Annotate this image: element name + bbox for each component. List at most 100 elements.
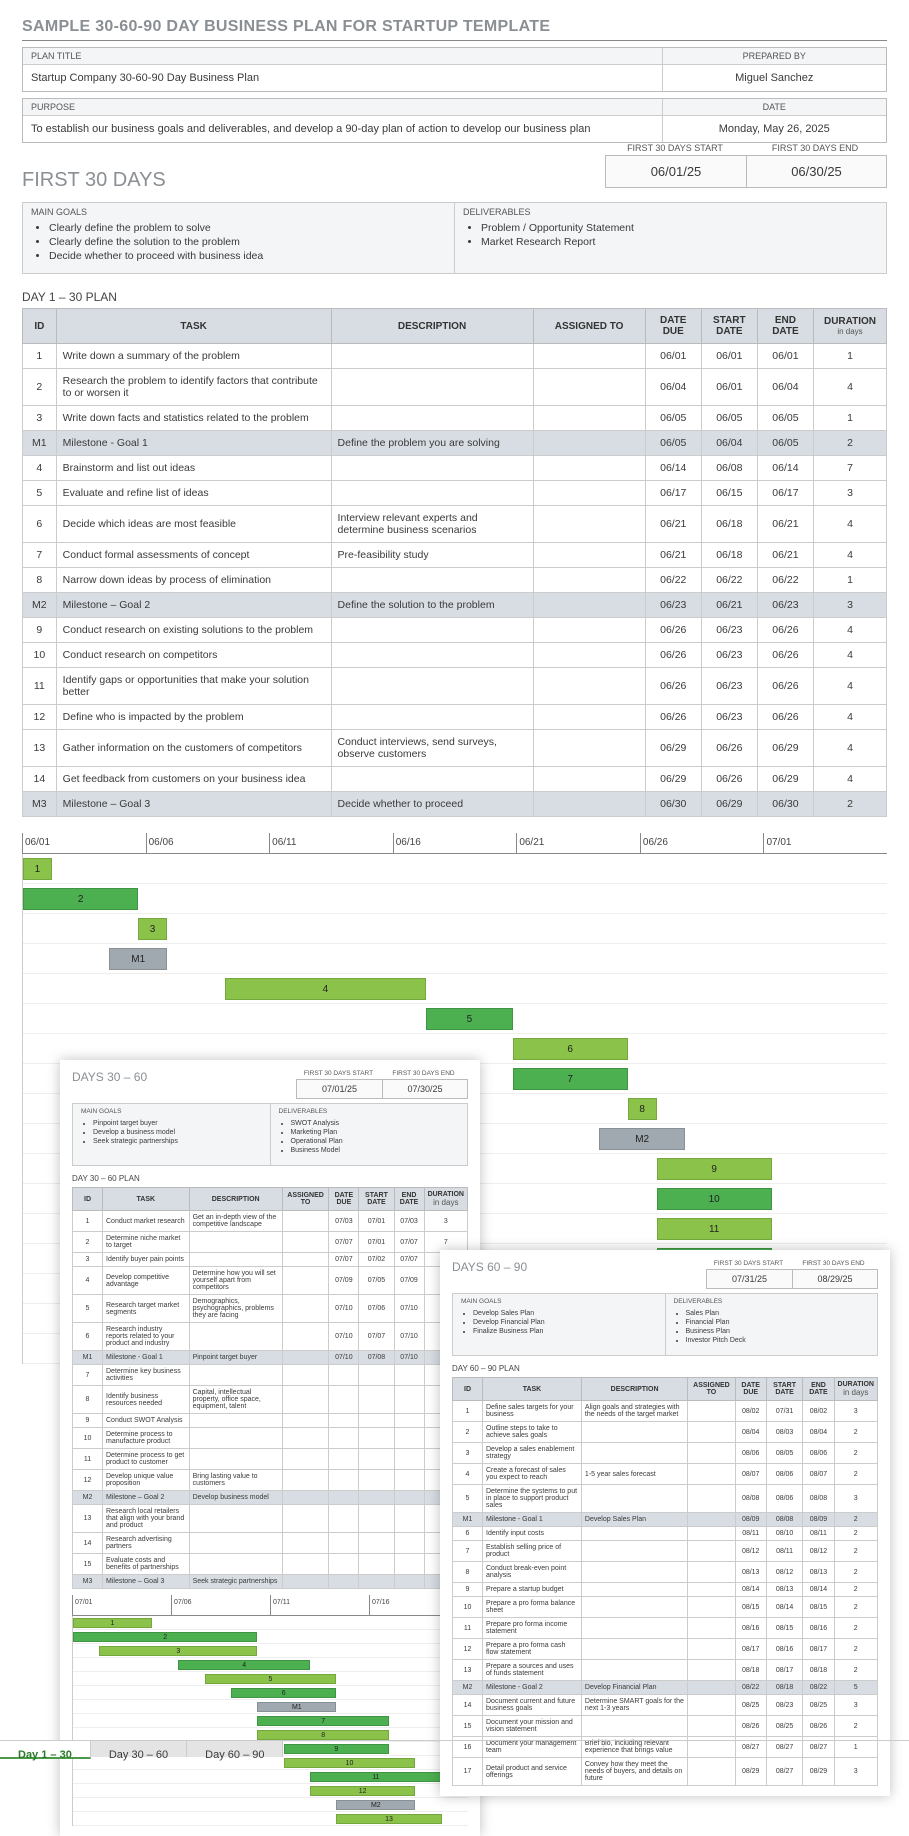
ov6090-deliv-label: DELIVERABLES [674,1298,870,1309]
table-row: 3Write down facts and statistics related… [23,406,887,431]
sheet-tabs: Day 1 – 30 Day 30 – 60 Day 60 – 90 [0,1740,909,1741]
gantt-row: 4 [73,1658,468,1672]
first30-start-label: FIRST 30 DAYS START [605,143,745,153]
ov3060-col-start: START DATE [359,1188,394,1211]
ov6090-start-label: FIRST 30 DAYS START [706,1260,791,1267]
gantt-bar: 3 [138,918,167,940]
gantt-row: 13 [73,1812,468,1826]
tab-day-60-90[interactable]: Day 60 – 90 [187,1741,283,1757]
table-row: 2Determine niche market to target07/0707… [73,1232,468,1253]
gantt-row: M1 [73,1700,468,1714]
axis-tick: 06/26 [640,833,764,853]
overlay-30-60: DAYS 30 – 60 FIRST 30 DAYS START FIRST 3… [60,1060,480,1836]
list-item: Investor Pitch Deck [686,1336,870,1345]
date-value: Monday, May 26, 2025 [663,116,887,142]
gantt-bar: 13 [336,1814,441,1824]
gantt-row: 5 [73,1672,468,1686]
ov3060-col-id: ID [73,1188,103,1211]
days30-60-title: DAYS 30 – 60 [72,1070,147,1084]
table-row: 13Research local retailers that align wi… [73,1505,468,1533]
table-row: 1Write down a summary of the problem06/0… [23,344,887,369]
axis-tick: 07/01 [763,833,887,853]
prepared-by-value: Miguel Sanchez [663,65,887,91]
gantt-bar: M2 [336,1800,415,1810]
gantt-bar: 4 [178,1660,310,1670]
axis-tick: 06/21 [516,833,640,853]
axis-tick: 06/11 [269,833,393,853]
tab-day-30-60[interactable]: Day 30 – 60 [91,1741,187,1757]
table-row: 8Conduct break-even point analysis08/130… [453,1562,878,1583]
table-row: 7Determine key business activities [73,1365,468,1386]
table-row: 6Research industry reports related to yo… [73,1323,468,1351]
col-dur: DURATIONin days [813,309,886,344]
table-row: 15Evaluate costs and benefits of partner… [73,1554,468,1575]
table-row: 9Conduct SWOT Analysis [73,1414,468,1428]
table-row: M1Milestone - Goal 1Develop Sales Plan08… [453,1513,878,1527]
table-row: M1Milestone - Goal 1Pinpoint target buye… [73,1351,468,1365]
table-row: 6Identify input costs08/1108/1008/112 [453,1527,878,1541]
gantt-bar: 11 [310,1772,442,1782]
plan30-table: ID TASK DESCRIPTION ASSIGNED TO DATE DUE… [22,308,887,817]
list-item: Business Plan [686,1327,870,1336]
doc-title: SAMPLE 30-60-90 DAY BUSINESS PLAN FOR ST… [22,18,887,41]
days60-90-title: DAYS 60 – 90 [452,1260,527,1274]
prepared-by-label: PREPARED BY [663,48,887,65]
ov6090-goals: Develop Sales PlanDevelop Financial Plan… [461,1309,657,1336]
table-row: 10Prepare a pro forma balance sheet08/15… [453,1597,878,1618]
ov3060-col-dur: DURATIONin days [424,1188,467,1211]
first30-title: FIRST 30 DAYS [22,169,166,192]
gantt-axis: 06/0106/0606/1106/1606/2106/2607/01 [22,833,887,854]
table-row: 15Document your mission and vision state… [453,1716,878,1737]
list-item: Business Model [291,1146,460,1155]
list-item: Clearly define the solution to the probl… [49,235,446,249]
list-item: Clearly define the problem to solve [49,221,446,235]
gantt-bar: 9 [284,1744,389,1754]
table-row: 8Narrow down ideas by process of elimina… [23,568,887,593]
ov6090-goals-label: MAIN GOALS [461,1298,657,1309]
col-id: ID [23,309,57,344]
ov3060-plan-title: DAY 30 – 60 PLAN [72,1174,468,1183]
ov3060-col-task: TASK [103,1188,190,1211]
ov3060-col-assigned: ASSIGNED TO [282,1188,329,1211]
tab-day-1-30[interactable]: Day 1 – 30 [0,1741,91,1759]
table-row: 12Develop unique value propositionBring … [73,1470,468,1491]
list-item: SWOT Analysis [291,1119,460,1128]
gantt-bar: 10 [657,1188,772,1210]
gantt-bar: M1 [109,948,167,970]
ov6090-col-due: DATE DUE [735,1378,766,1401]
deliverables-list: Problem / Opportunity StatementMarket Re… [463,221,878,249]
gantt-row: 1 [73,1616,468,1630]
gantt-bar: 4 [225,978,427,1000]
table-row: 5Research target market segmentsDemograp… [73,1295,468,1323]
table-row: 2Research the problem to identify factor… [23,369,887,406]
table-row: 11Prepare pro forma income statement08/1… [453,1618,878,1639]
table-row: 17Detail product and service offeringsCo… [453,1758,878,1786]
gantt-row: 3 [23,914,887,944]
gantt-bar: 8 [628,1098,657,1120]
axis-tick: 06/16 [393,833,517,853]
purpose-label: PURPOSE [23,99,663,116]
table-row: 10Conduct research on competitors06/2606… [23,643,887,668]
ov6090-start: 07/31/25 [707,1270,792,1288]
list-item: Develop a business model [93,1128,262,1137]
axis-tick: 07/11 [270,1595,369,1615]
ov6090-table: ID TASK DESCRIPTION ASSIGNED TO DATE DUE… [452,1377,878,1786]
table-row: M3Milestone – Goal 3Decide whether to pr… [23,792,887,817]
first30-end: 06/30/25 [746,156,886,187]
list-item: Develop Sales Plan [473,1309,657,1318]
header-box-2: PURPOSE DATE To establish our business g… [22,98,887,143]
first30-header: FIRST 30 DAYS FIRST 30 DAYS START FIRST … [22,143,887,192]
date-label: DATE [663,99,887,116]
ov6090-plan-title: DAY 60 – 90 PLAN [452,1364,878,1373]
table-row: 1Conduct market researchGet an in-depth … [73,1211,468,1232]
ov3060-deliv: SWOT AnalysisMarketing PlanOperational P… [279,1119,460,1155]
ov3060-rows: 123456M1789101112M213 [72,1616,468,1826]
gantt-row: M2 [73,1798,468,1812]
first30-start: 06/01/25 [606,156,746,187]
list-item: Decide whether to proceed with business … [49,249,446,263]
table-row: 6Decide which ideas are most feasibleInt… [23,506,887,543]
col-start: START DATE [701,309,757,344]
table-row: M3Milestone – Goal 3Seek strategic partn… [73,1575,468,1589]
list-item: Marketing Plan [291,1128,460,1137]
table-row: 2Outline steps to take to achieve sales … [453,1422,878,1443]
